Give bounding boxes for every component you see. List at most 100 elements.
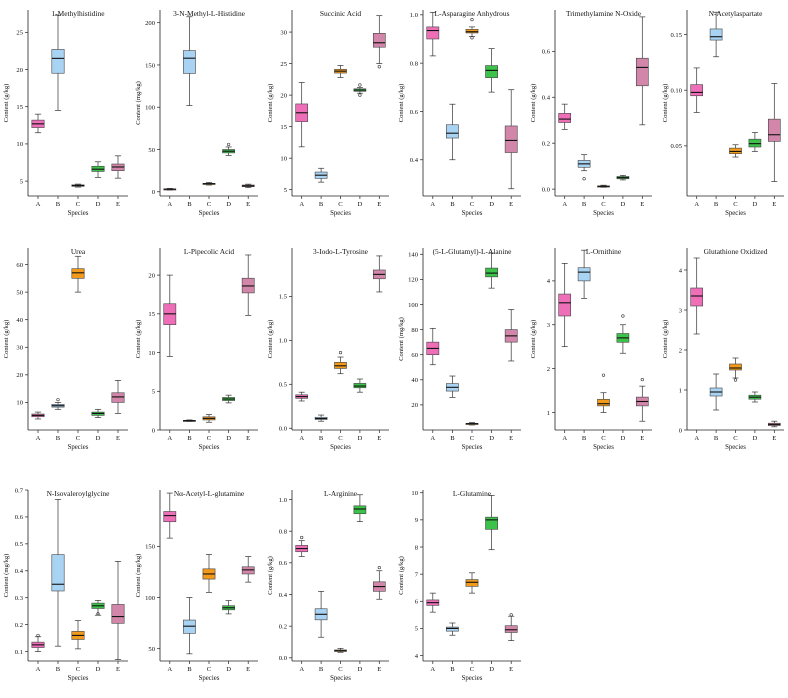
box-b — [709, 373, 723, 411]
y-axis-label: Content (g/kg) — [267, 84, 274, 123]
x-tick-label: B — [56, 666, 61, 673]
y-tick-label: 0.5 — [279, 382, 288, 389]
box-e — [241, 183, 255, 188]
y-tick-label: 1.0 — [279, 338, 288, 345]
box-a — [295, 82, 309, 148]
x-tick-label: E — [246, 201, 250, 208]
x-axis-label: Species — [330, 444, 351, 451]
box-c — [202, 182, 216, 186]
box-e — [111, 155, 125, 179]
x-tick-label: D — [753, 435, 758, 442]
x-tick-label: C — [207, 201, 212, 208]
outlier-point — [582, 177, 586, 181]
box-b — [51, 398, 65, 410]
iqr-box — [111, 392, 125, 403]
iqr-box — [183, 50, 196, 74]
y-axis-label: Content (g/kg) — [398, 84, 405, 123]
iqr-box — [446, 124, 459, 139]
x-tick-label: C — [338, 666, 343, 673]
x-tick-label: A — [36, 201, 41, 208]
y-tick-label: 20 — [148, 272, 155, 279]
outlier-point — [358, 93, 362, 97]
y-tick-label: 0.0 — [542, 186, 551, 193]
x-axis-label: Species — [593, 210, 614, 217]
box-a — [426, 327, 440, 366]
x-tick-label: B — [319, 435, 324, 442]
x-tick-label: D — [489, 435, 494, 442]
box-e — [504, 613, 518, 641]
y-tick-label: 20 — [411, 402, 418, 409]
outlier-point — [36, 633, 40, 638]
chart-title: Glutathione Oxidized — [704, 247, 768, 256]
x-tick-label: B — [187, 201, 192, 208]
y-tick-label: 50 — [148, 646, 155, 653]
chart-panel: L-Asparagine Anhydrous 0.4 0.6 0.8 1.0 Conten… — [398, 9, 521, 217]
y-tick-label: 0.6 — [279, 560, 288, 567]
y-axis-label: Content (g/kg) — [662, 84, 669, 123]
x-tick-label: C — [470, 435, 475, 442]
x-tick-label: A — [430, 201, 435, 208]
x-tick-label: D — [226, 666, 231, 673]
box-b — [314, 167, 328, 183]
y-axis-label: Content (mg/kg) — [135, 554, 142, 598]
x-tick-label: E — [246, 435, 250, 442]
x-tick-label: E — [116, 201, 120, 208]
x-tick-label: E — [246, 666, 250, 673]
y-tick-label: 150 — [145, 544, 156, 551]
box-e — [504, 309, 518, 362]
iqr-box — [111, 604, 125, 624]
box-d — [616, 174, 630, 181]
box-e — [767, 83, 781, 182]
y-tick-label: 4 — [415, 653, 419, 660]
x-tick-label: A — [36, 666, 41, 673]
x-tick-label: B — [56, 435, 61, 442]
iqr-box — [597, 399, 610, 407]
x-tick-label: E — [509, 435, 513, 442]
box-a — [163, 274, 177, 357]
chart-title: L-Pipecolic Acid — [184, 247, 235, 256]
box-e — [372, 255, 386, 293]
x-axis-label: Species — [199, 675, 220, 682]
iqr-box — [485, 516, 498, 530]
chart-title: 3-Iodo-L-Tyrosine — [313, 247, 369, 256]
box-d — [353, 83, 367, 97]
chart-panel: N-Isovaleroylglycine 0.1 0.2 0.3 0.4 0.5 0.6 0.… — [3, 487, 128, 682]
outlier-point — [96, 612, 100, 616]
iqr-box — [767, 118, 781, 142]
chart-title: L-Ornithine — [586, 247, 622, 256]
outlier-point — [300, 535, 304, 540]
x-axis-label: Species — [330, 675, 351, 682]
x-tick-label: E — [640, 435, 644, 442]
chart-panel: L-Pipecolic Acid 0 5 10 15 20 Content (g/kg) A B… — [135, 247, 258, 451]
x-tick-label: B — [714, 435, 719, 442]
box-b — [314, 414, 328, 422]
box-b — [577, 154, 591, 181]
y-tick-label: 60 — [411, 352, 418, 359]
y-tick-label: 0.4 — [410, 157, 419, 164]
box-b — [51, 499, 65, 647]
x-tick-label: A — [299, 666, 304, 673]
y-tick-label: 6 — [415, 599, 419, 606]
x-axis-label: Species — [330, 210, 351, 217]
y-tick-label: 0.2 — [542, 140, 550, 147]
y-tick-label: 5 — [284, 187, 288, 194]
x-tick-label: C — [601, 201, 606, 208]
x-tick-label: D — [621, 201, 626, 208]
box-c — [71, 255, 85, 293]
x-tick-label: E — [116, 435, 120, 442]
chart-title: 1-Methylhistidine — [52, 9, 106, 18]
iqr-box — [51, 49, 65, 74]
box-c — [465, 572, 479, 594]
y-tick-label: 8 — [415, 544, 419, 551]
box-a — [426, 12, 440, 57]
y-tick-label: 50 — [148, 147, 155, 154]
box-c — [465, 18, 479, 40]
y-tick-label: 60 — [16, 262, 23, 269]
x-tick-label: C — [601, 435, 606, 442]
box-d — [91, 408, 105, 418]
y-tick-label: 0.5 — [15, 541, 24, 548]
chart-title: Nα-Acetyl-L-glutamine — [174, 489, 245, 498]
iqr-box — [504, 125, 518, 153]
box-d — [485, 252, 498, 289]
iqr-box — [690, 287, 704, 307]
